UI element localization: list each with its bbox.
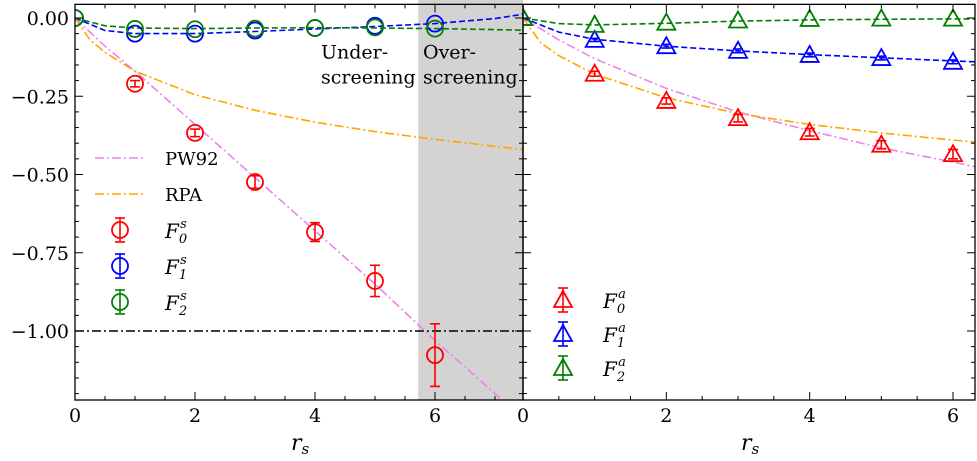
data-point-F2s <box>426 19 444 38</box>
legend-label-F0s: F0s <box>164 217 187 247</box>
legend-label-sub: 2 <box>616 370 625 385</box>
legend-label-sub: 0 <box>179 232 187 247</box>
data-point-F2a <box>584 14 606 33</box>
curve-rpa <box>523 17 975 143</box>
curve-pw92 <box>523 17 975 168</box>
data-point-F2s <box>246 19 264 38</box>
x-tick-label: 4 <box>804 405 816 427</box>
legend-label-F1s: F1s <box>164 253 187 283</box>
curve-f2a-fit <box>523 17 975 26</box>
data-point-F1a <box>727 40 749 59</box>
annotation-overscreening: screening <box>423 67 518 89</box>
legend-label-sub: 1 <box>179 268 187 283</box>
curve-f1s-fit <box>75 13 523 35</box>
x-tick-label: 6 <box>429 405 441 427</box>
x-tick-label: 4 <box>309 405 321 427</box>
x-tick-label: 0 <box>69 405 81 427</box>
data-point-F0s <box>306 223 324 241</box>
data-point-F1s <box>126 24 144 43</box>
data-point-F2a <box>727 9 749 29</box>
data-point-F0s <box>366 272 384 290</box>
legend-label-sub: 0 <box>617 302 625 317</box>
annotation-underscreening: Under- <box>321 42 388 64</box>
legend-label-sup: s <box>180 217 187 232</box>
legend-label-rpa: RPA <box>165 185 203 206</box>
panel-right-plot <box>523 7 975 168</box>
data-point-F1s <box>186 24 204 43</box>
x-axis-label-sub: s <box>302 440 310 458</box>
legend-label-sub: 1 <box>617 336 625 351</box>
data-point-F2a <box>655 11 677 31</box>
y-tick-label: −0.50 <box>11 165 69 187</box>
data-point-F1a <box>870 47 892 66</box>
data-point-F2a <box>799 8 821 27</box>
legend-marker-F2a <box>552 357 574 376</box>
legend-marker-F1a <box>552 323 574 342</box>
legend-label-sup: a <box>618 355 626 370</box>
x-tick-label: 2 <box>660 405 672 427</box>
data-point-F2a <box>523 7 534 26</box>
legend-marker-F0a <box>552 289 574 308</box>
data-point-F0a <box>870 133 892 153</box>
legend-label-sup: s <box>180 253 187 268</box>
data-point-F2s <box>126 20 144 38</box>
data-point-F0a <box>655 90 677 109</box>
y-tick-label: 0.00 <box>27 8 69 30</box>
y-tick-label: −1.00 <box>11 321 69 343</box>
data-point-F0s <box>246 173 264 191</box>
data-point-F0a <box>584 62 606 82</box>
data-point-F1s <box>426 14 444 33</box>
data-point-F2s <box>306 19 324 37</box>
legend-label-sup: s <box>180 289 187 304</box>
y-tick-label: −0.75 <box>11 243 69 265</box>
curve-rpa <box>75 17 523 151</box>
legend-label-F1a: F1a <box>602 321 626 351</box>
data-point-F1a <box>655 35 677 55</box>
panel-frame <box>522 3 976 401</box>
data-point-F2a <box>942 7 964 27</box>
data-point-F1a <box>942 50 964 70</box>
x-tick-label: 2 <box>189 405 201 427</box>
x-tick-label: 0 <box>517 405 529 427</box>
x-tick-label: 6 <box>947 405 959 427</box>
x-axis-label: rs <box>741 431 760 458</box>
panel-left-plot <box>75 0 523 400</box>
x-axis-label: rs <box>291 431 310 458</box>
annotation-overscreening: Over- <box>423 42 476 64</box>
y-tick-label: −0.25 <box>11 86 69 108</box>
legend-marker-F1s <box>111 257 129 275</box>
legend-label-F2s: F2s <box>164 289 187 319</box>
data-point-F2s <box>366 18 384 37</box>
data-point-F0a <box>727 107 749 127</box>
data-point-F1a <box>799 44 821 63</box>
x-axis-label-sub: s <box>752 440 760 458</box>
legend-label-sup: a <box>618 321 626 336</box>
data-point-F0a <box>942 143 964 163</box>
data-point-F0s <box>426 346 444 365</box>
curve-pw92 <box>75 17 504 400</box>
data-point-F2s <box>186 20 204 39</box>
data-point-F1a <box>584 29 606 48</box>
data-point-F0a <box>799 121 821 141</box>
curve-f2s-fit <box>75 17 523 31</box>
annotation-underscreening: screening <box>321 67 416 89</box>
data-point-F2a <box>870 7 892 27</box>
legend-label-F0a: F0a <box>602 287 626 317</box>
legend-marker-F2s <box>111 293 129 311</box>
legend-label-sup: a <box>618 287 626 302</box>
data-point-F0s <box>126 74 144 93</box>
legend-label-pw92: PW92 <box>165 149 219 170</box>
legend-label-sub: 2 <box>178 304 187 319</box>
legend-marker-F0s <box>111 221 129 239</box>
data-point-F0s <box>186 123 204 142</box>
legend-label-F2a: F2a <box>602 355 626 385</box>
